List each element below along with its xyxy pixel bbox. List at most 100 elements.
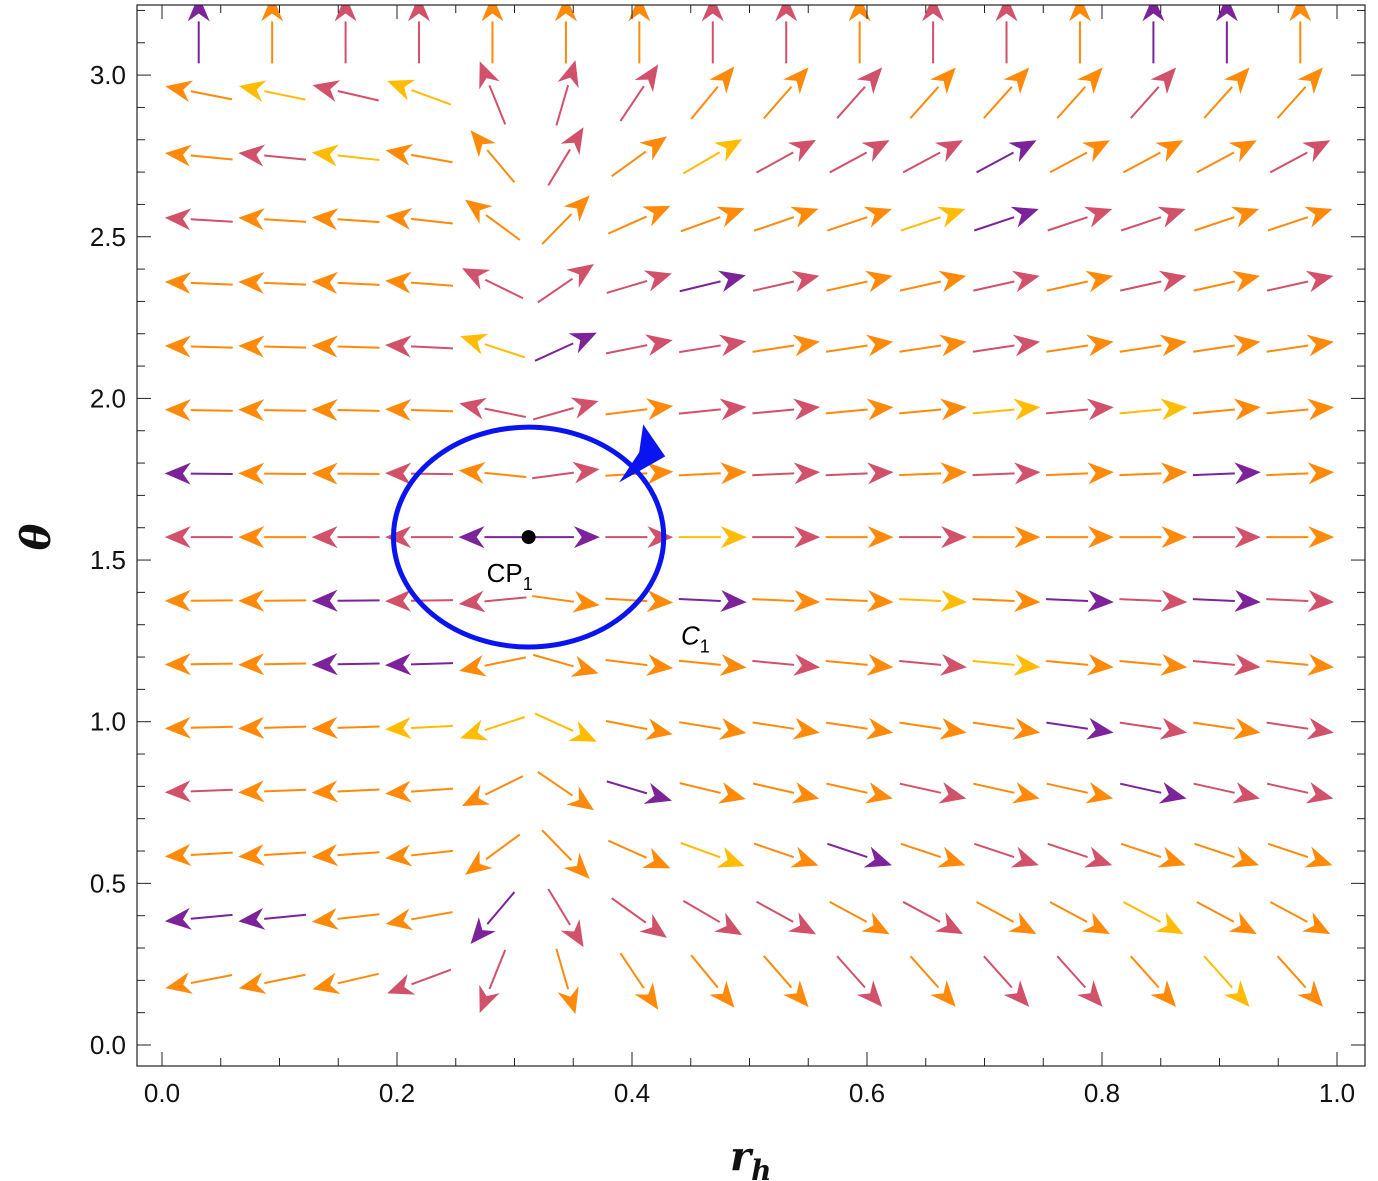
vector-arrow <box>238 972 306 994</box>
arrow-head <box>1230 206 1260 228</box>
arrow-shaft <box>679 280 721 293</box>
y-tick-label: 2.5 <box>90 222 126 252</box>
arrow-shaft <box>1193 344 1235 353</box>
arrow-shaft <box>972 472 1015 477</box>
arrow-shaft <box>1196 151 1235 174</box>
vector-arrow <box>1192 526 1261 549</box>
vector-arrow <box>679 718 747 740</box>
vector-arrow <box>311 335 380 358</box>
vector-arrow <box>459 654 526 677</box>
arrow-head <box>1086 398 1114 421</box>
arrow-head <box>1307 590 1335 612</box>
vector-arrow <box>164 716 233 739</box>
arrow-head <box>470 917 496 945</box>
arrow-head <box>1228 912 1257 935</box>
vector-arrow <box>972 717 1041 740</box>
arrow-shaft <box>606 780 648 795</box>
arrow-head <box>1157 206 1186 228</box>
vector-arrow <box>537 264 594 304</box>
vector-arrow <box>1056 955 1103 1007</box>
arrow-shaft <box>755 900 794 923</box>
arrow-head <box>709 66 735 94</box>
arrow-head <box>793 398 821 421</box>
vector-arrow <box>775 5 798 64</box>
arrow-head <box>1010 846 1039 868</box>
arrow-shaft <box>411 968 452 986</box>
arrow-shaft <box>1266 721 1309 730</box>
vector-arrow <box>458 590 527 613</box>
arrow-shaft <box>972 598 1015 602</box>
arrow-shaft <box>679 344 721 354</box>
arrow-shaft <box>532 407 574 421</box>
arrow-shaft <box>337 725 380 729</box>
arrow-head <box>458 590 486 613</box>
x-tick-label: 0.0 <box>144 1078 180 1108</box>
arrow-shaft <box>1269 151 1308 174</box>
arrow-head <box>634 982 659 1010</box>
vector-arrow <box>1203 67 1250 119</box>
vector-arrow <box>479 61 507 125</box>
arrow-shaft <box>899 782 942 794</box>
vector-arrow <box>1045 526 1114 549</box>
arrow-head <box>164 208 192 231</box>
vector-arrow <box>976 140 1037 174</box>
vector-arrow <box>606 780 672 804</box>
arrow-head <box>1087 462 1114 485</box>
vector-arrow <box>385 526 454 549</box>
vector-arrow <box>605 334 673 356</box>
vector-arrow <box>826 782 893 804</box>
arrow-shaft <box>190 409 233 412</box>
vector-arrow <box>825 398 894 421</box>
arrow-shaft <box>690 954 719 989</box>
vector-arrow <box>1266 590 1335 612</box>
arrow-head <box>570 397 599 419</box>
arrow-head <box>941 526 968 549</box>
arrow-shaft <box>899 721 942 730</box>
arrow-shaft <box>547 148 571 186</box>
vector-arrow <box>605 398 674 421</box>
vector-arrow <box>238 462 307 485</box>
vector-arrow <box>899 270 967 293</box>
vector-arrow <box>678 398 747 421</box>
arrow-shaft <box>899 598 942 602</box>
arrow-head <box>783 980 809 1008</box>
vector-arrow <box>1047 206 1113 232</box>
vector-arrow <box>973 842 1039 868</box>
vector-arrow <box>701 5 724 64</box>
vector-arrow <box>311 844 380 867</box>
vector-arrow <box>385 398 454 421</box>
arrow-head <box>720 462 747 485</box>
arrow-shaft <box>337 90 379 102</box>
vector-arrow <box>164 589 233 612</box>
arrow-shaft <box>752 472 795 477</box>
arrow-head <box>187 5 210 22</box>
arrow-shaft <box>611 150 647 177</box>
vector-arrow <box>1266 462 1335 485</box>
arrow-shaft <box>484 343 526 359</box>
arrow-shaft <box>264 973 306 985</box>
vector-arrow <box>311 271 380 294</box>
vector-arrow <box>899 462 968 485</box>
arrow-shaft <box>1266 280 1309 292</box>
arrow-head <box>458 461 486 484</box>
vector-arrow <box>1276 67 1323 119</box>
arrow-shaft <box>826 782 868 794</box>
arrow-head <box>554 5 577 22</box>
arrow-head <box>934 912 964 935</box>
arrow-shaft <box>1049 901 1088 923</box>
arrow-head <box>573 526 600 549</box>
arrow-shaft <box>973 216 1015 232</box>
critical-point-marker <box>521 530 536 545</box>
vector-arrow <box>385 335 454 358</box>
arrow-shaft <box>825 721 868 730</box>
vector-arrow <box>680 842 745 868</box>
arrow-shaft <box>983 955 1013 989</box>
vector-arrow <box>164 144 233 167</box>
arrow-head <box>1160 398 1188 421</box>
vector-arrow <box>825 334 894 357</box>
arrow-shaft <box>1046 782 1088 794</box>
arrow-shaft <box>1203 955 1233 989</box>
vector-arrow <box>261 5 284 64</box>
arrow-shaft <box>753 216 795 232</box>
arrow-head <box>1155 912 1184 935</box>
